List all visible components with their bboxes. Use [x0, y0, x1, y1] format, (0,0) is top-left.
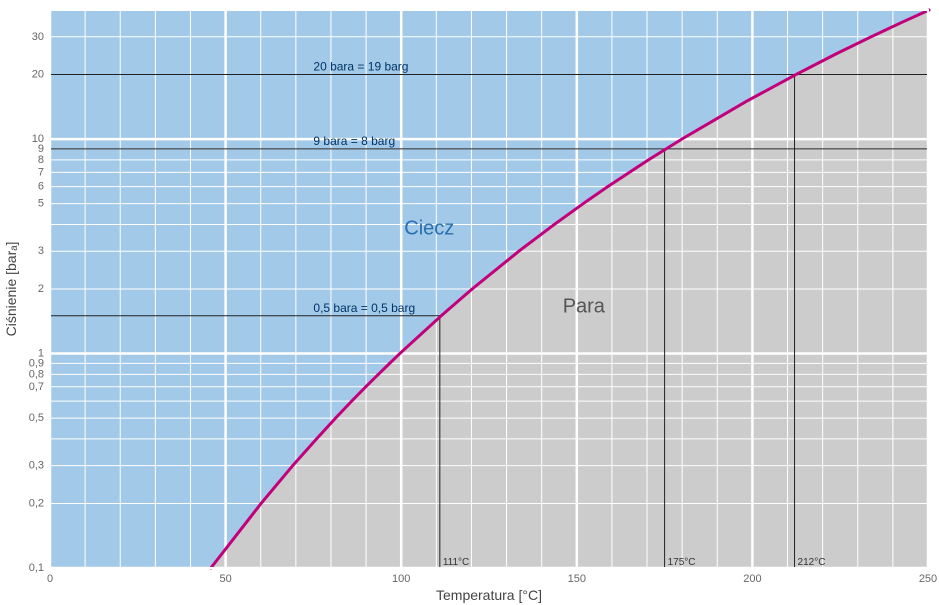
y-tick-label: 20 [32, 69, 44, 81]
y-tick-label: 0,1 [29, 562, 44, 574]
annotation-label: 0,5 bara = 0,5 barg [313, 301, 415, 315]
x-tick-label: 200 [743, 573, 761, 585]
annotation-marker: 175°C [668, 557, 696, 568]
annotation-marker: 212°C [798, 557, 826, 568]
x-tick-label: 150 [568, 573, 586, 585]
y-tick-label: 30 [32, 31, 44, 43]
annotation-label: 9 bara = 8 barg [313, 134, 395, 148]
y-tick-label: 10 [32, 133, 44, 145]
y-tick-label: 2 [38, 283, 44, 295]
y-tick-label: 0,2 [29, 497, 44, 509]
y-tick-label: 8 [38, 154, 44, 166]
y-tick-label: 0,8 [29, 368, 44, 380]
x-tick-label: 0 [47, 573, 53, 585]
y-tick-label: 0,5 [29, 412, 44, 424]
y-tick-label: 7 [38, 166, 44, 178]
y-tick-label: 5 [38, 198, 44, 210]
chart-svg: 20 bara = 19 barg 212°C 9 bara = 8 barg 175… [0, 0, 939, 605]
y-tick-label: 0,9 [29, 357, 44, 369]
y-tick-label: 0,7 [29, 381, 44, 393]
liquid-label: Ciecz [404, 217, 454, 239]
x-axis-label: Temperatura [°C] [436, 587, 542, 603]
y-tick-label: 3 [38, 245, 44, 257]
x-tick-label: 250 [919, 573, 937, 585]
annotation-label: 20 bara = 19 barg [313, 60, 408, 74]
y-axis-label: Ciśnienie [barₐ] [3, 242, 19, 337]
phase-diagram-chart: 20 bara = 19 barg 212°C 9 bara = 8 barg 175… [0, 0, 939, 605]
x-tick-label: 100 [392, 573, 410, 585]
vapor-label: Para [563, 296, 606, 318]
x-tick-label: 50 [219, 573, 231, 585]
y-tick-label: 6 [38, 181, 44, 193]
y-tick-label: 0,3 [29, 460, 44, 472]
annotation-marker: 111°C [443, 557, 469, 568]
